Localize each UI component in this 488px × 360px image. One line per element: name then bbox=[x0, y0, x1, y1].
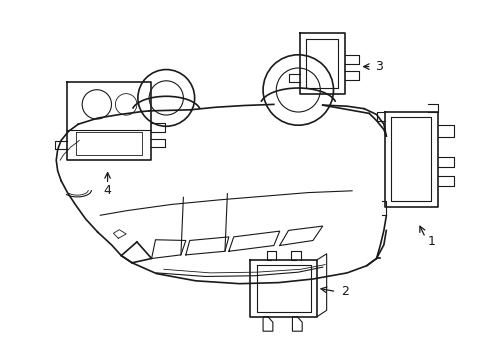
Text: 4: 4 bbox=[103, 184, 111, 197]
Text: 1: 1 bbox=[427, 235, 434, 248]
Text: 2: 2 bbox=[341, 285, 348, 298]
Text: 3: 3 bbox=[375, 60, 383, 73]
